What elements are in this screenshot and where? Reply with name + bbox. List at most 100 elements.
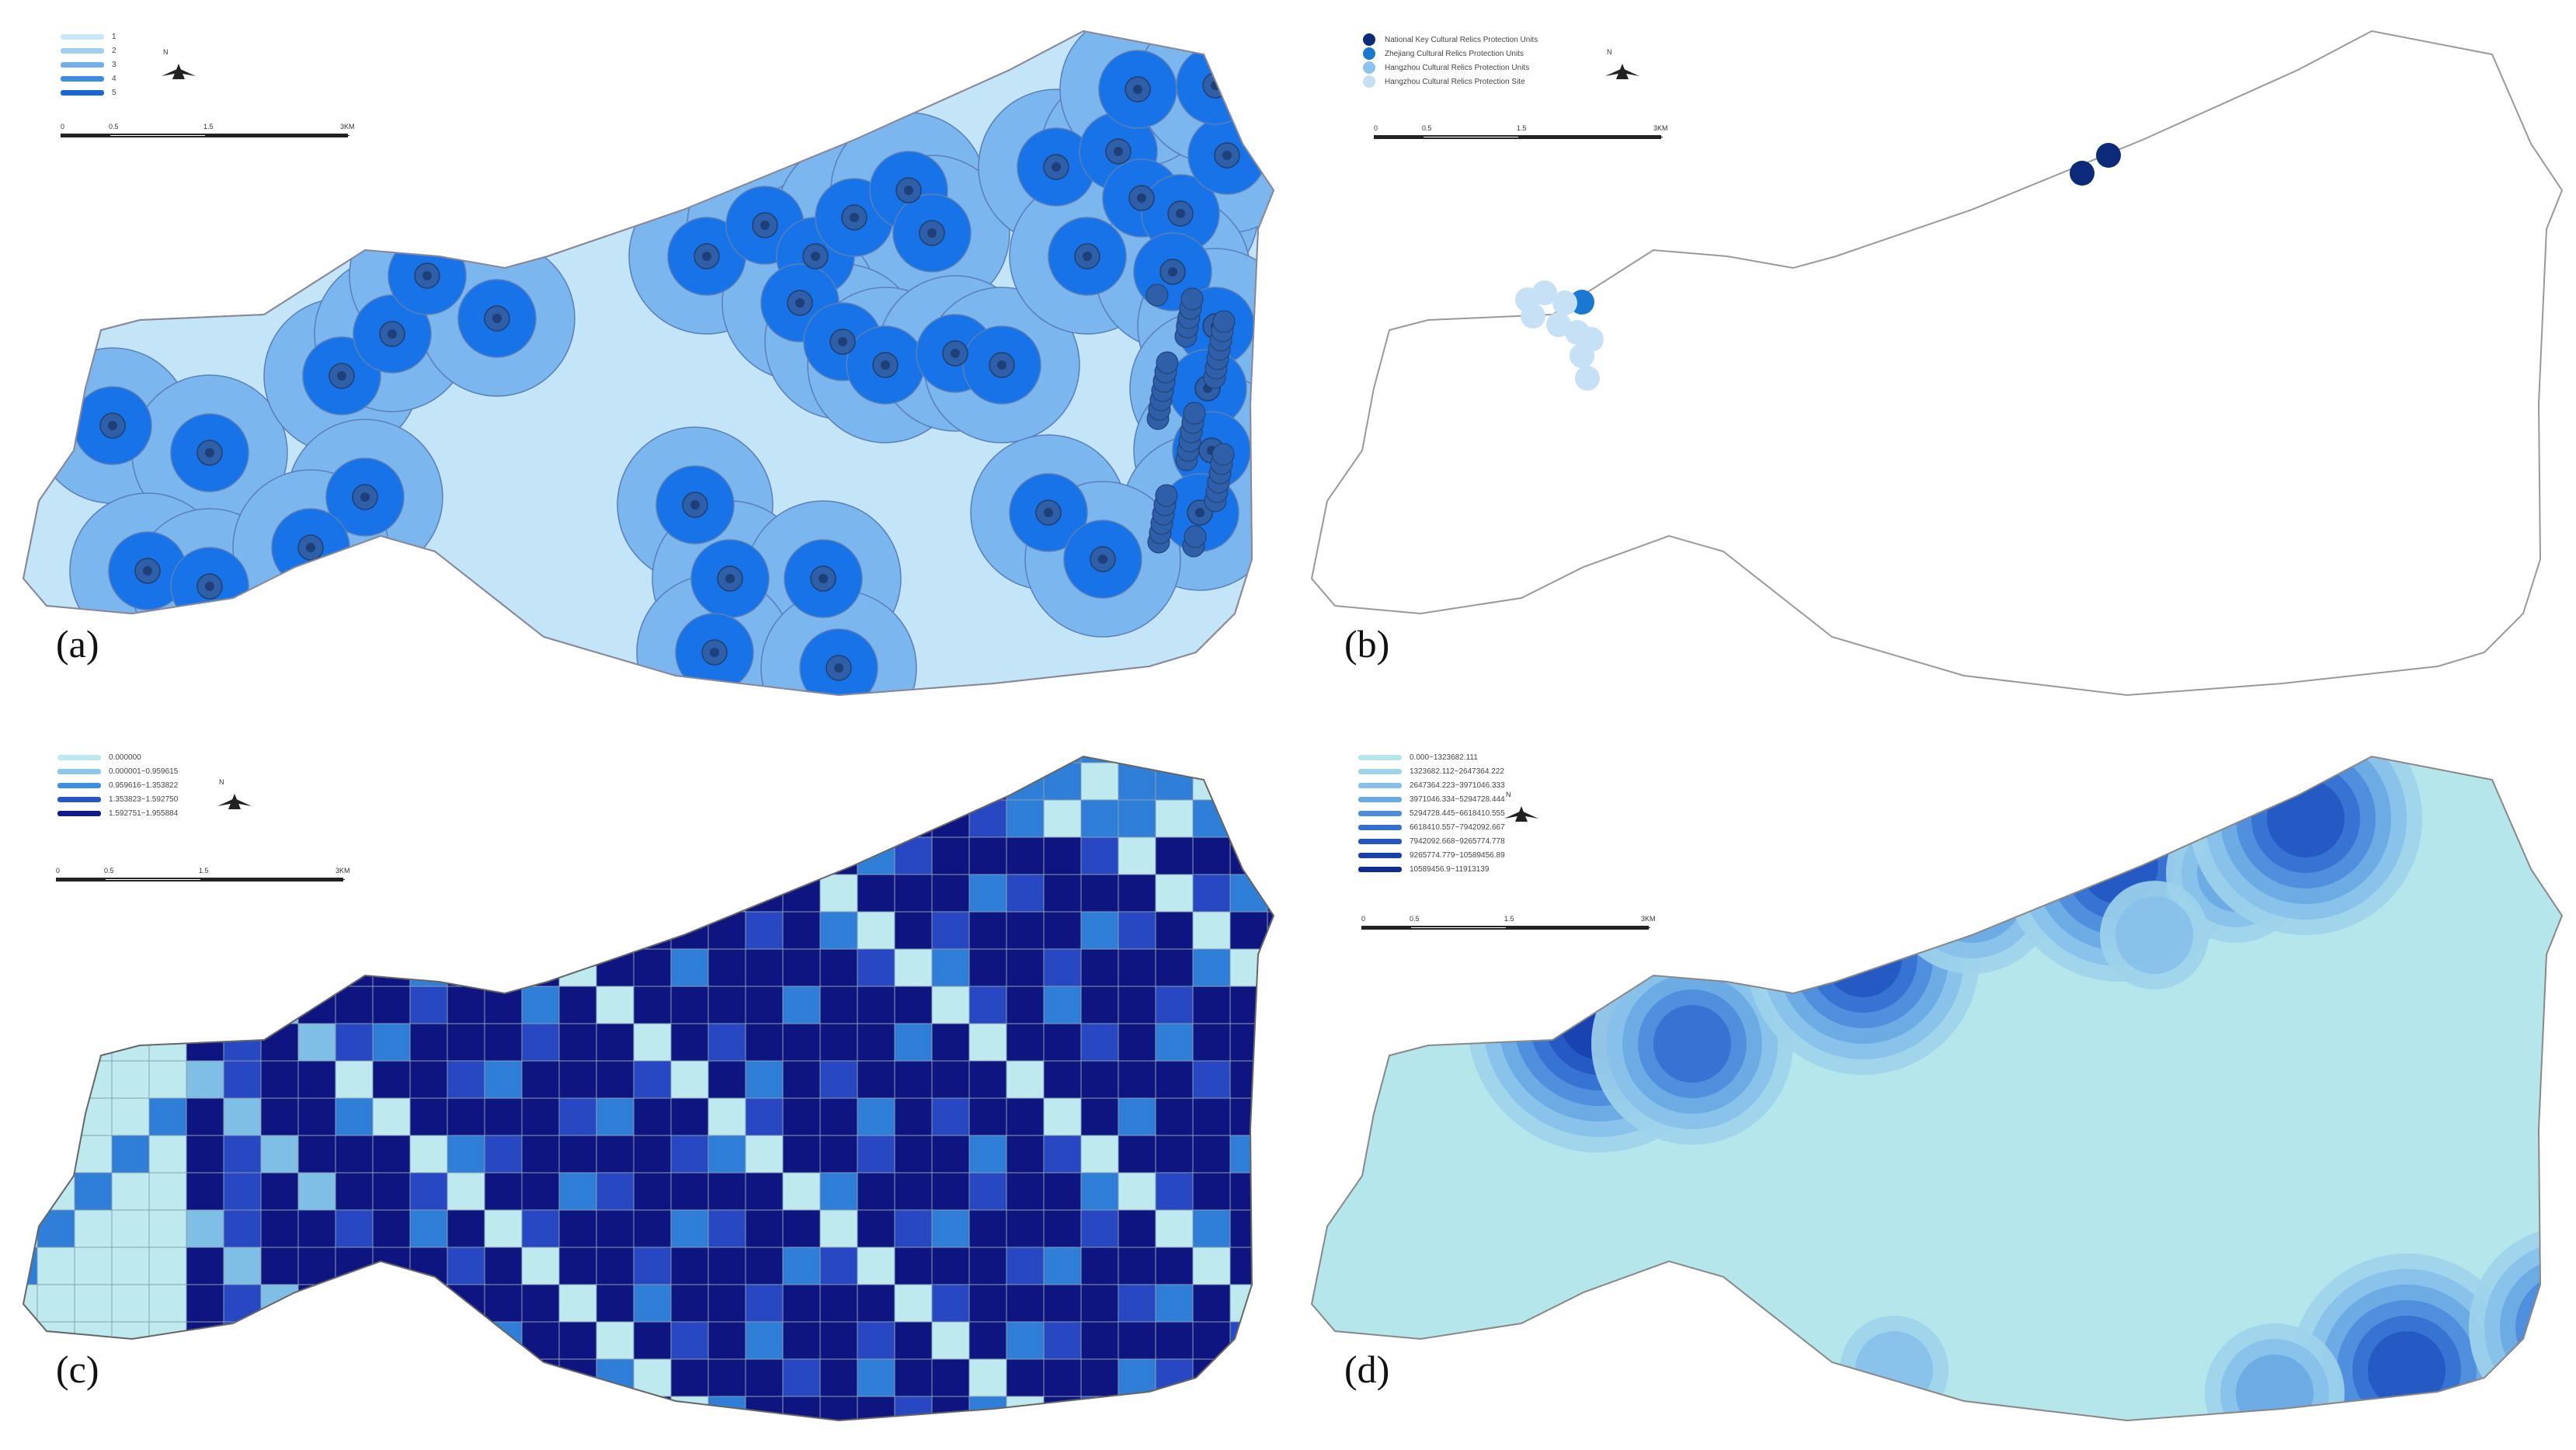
grid-cell	[1267, 911, 1274, 950]
grid-cell	[707, 1172, 746, 1211]
grid-cell	[74, 986, 113, 1024]
grid-cell	[968, 756, 1007, 763]
grid-cell	[297, 1135, 336, 1174]
legend-swatch	[61, 47, 104, 54]
grid-cell	[521, 762, 560, 801]
grid-cell	[1192, 799, 1231, 838]
buffer-center	[337, 371, 346, 381]
grid-cell	[782, 948, 821, 987]
grid-cell	[857, 1097, 895, 1136]
grid-cell	[148, 948, 187, 987]
grid-cell	[894, 1284, 933, 1323]
scale-bar: 0 0.5 1.5 3KM	[1374, 124, 1669, 148]
grid-cell	[521, 1023, 560, 1062]
grid-cell	[782, 874, 821, 913]
grid-cell	[1006, 1135, 1045, 1174]
grid-cell	[74, 1284, 113, 1323]
grid-cell	[521, 948, 560, 987]
grid-cell	[409, 1209, 448, 1248]
grid-cell	[558, 1396, 597, 1420]
scale-bar-segments	[1374, 135, 1663, 139]
grid-cell	[1080, 1321, 1119, 1360]
grid-cell	[111, 1209, 150, 1248]
grid-cell	[260, 799, 299, 838]
grid-cell	[447, 756, 485, 763]
legend-d: 0.000~1323682.111 1323682.112~2647364.222…	[1358, 750, 1505, 876]
map-panel-b: National Key Cultural Relics Protection …	[1288, 0, 2576, 725]
grid-cell	[1043, 874, 1082, 913]
grid-cell	[1080, 948, 1119, 987]
grid-cell	[558, 986, 597, 1024]
grid-cell	[335, 948, 374, 987]
grid-cell	[1006, 1172, 1045, 1211]
grid-cell	[931, 1209, 970, 1248]
grid-cell	[148, 1023, 187, 1062]
legend-swatch	[1358, 796, 1402, 802]
grid-cell	[1267, 874, 1274, 913]
grid-cell	[857, 1358, 895, 1397]
grid-cell	[633, 1060, 672, 1099]
grid-cell	[931, 836, 970, 875]
grid-cell	[23, 911, 38, 950]
grid-cell	[74, 1172, 113, 1211]
legend-item: 0.000000	[57, 750, 178, 764]
grid-cell	[931, 986, 970, 1024]
buffer-core	[1155, 484, 1178, 507]
grid-cell	[37, 1023, 75, 1062]
buffer-center	[1168, 267, 1177, 276]
buffer-center	[834, 663, 843, 673]
grid-cell	[670, 1247, 709, 1285]
grid-cell	[23, 1135, 38, 1174]
grid-cell	[74, 1209, 113, 1248]
legend-label: 1323682.112~2647364.222	[1410, 767, 1504, 776]
grid-cell	[857, 1247, 895, 1285]
grid-cell	[372, 1097, 411, 1136]
grid-cell	[782, 799, 821, 838]
grid-cell	[1267, 1097, 1274, 1136]
grid-cell	[148, 911, 187, 950]
grid-cell	[1006, 948, 1045, 987]
legend-item: 4	[61, 71, 116, 85]
grid-cell	[670, 762, 709, 801]
grid-cell	[596, 911, 634, 950]
grid-cell	[1192, 1209, 1231, 1248]
grid-cell	[857, 762, 895, 801]
grid-cell	[894, 1209, 933, 1248]
grid-cell	[297, 1209, 336, 1248]
grid-cell	[558, 1135, 597, 1174]
grid-cell	[707, 756, 746, 763]
grid-cell	[558, 1284, 597, 1323]
grid-cell	[782, 1135, 821, 1174]
grid-cell	[558, 911, 597, 950]
grid-cell	[1080, 1247, 1119, 1285]
grid-cell	[409, 1358, 448, 1397]
legend-item: 2	[61, 43, 116, 57]
grid-cell	[894, 836, 933, 875]
grid-cell	[857, 1321, 895, 1360]
grid-cell	[297, 1023, 336, 1062]
grid-cell	[1192, 874, 1231, 913]
buffer-core	[1212, 310, 1236, 333]
grid-cell	[409, 1284, 448, 1323]
grid-cell	[111, 1284, 150, 1323]
grid-cell	[670, 1060, 709, 1099]
grid-cell	[1192, 1060, 1231, 1099]
grid-cell	[409, 1097, 448, 1136]
grid-cell	[782, 911, 821, 950]
grid-cell	[372, 799, 411, 838]
grid-cell	[894, 1172, 933, 1211]
buffer-center	[1098, 555, 1107, 564]
grid-cell	[894, 874, 933, 913]
grid-cell	[23, 1023, 38, 1062]
grid-cell	[894, 1135, 933, 1174]
legend-label: 1	[112, 32, 116, 41]
density-ring	[1653, 1005, 1731, 1083]
grid-cell	[558, 1023, 597, 1062]
legend-item: 1.592751~1.955884	[57, 806, 178, 820]
buffer-center	[811, 252, 820, 261]
grid-cell	[931, 948, 970, 987]
grid-cell	[111, 911, 150, 950]
grid-cell	[260, 1247, 299, 1285]
grid-cell	[1155, 1358, 1194, 1397]
grid-cell	[670, 874, 709, 913]
